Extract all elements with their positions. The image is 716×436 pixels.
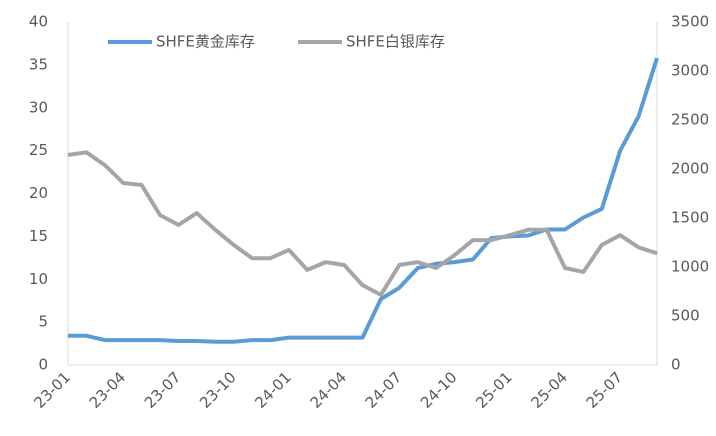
y-tick-label: 40 xyxy=(29,13,48,31)
x-tick-label: 24-04 xyxy=(307,368,351,412)
y-tick-label: 30 xyxy=(29,98,48,116)
y-tick-label: 0 xyxy=(38,356,48,374)
y-tick-label: 35 xyxy=(29,55,48,73)
y2-tick-label: 500 xyxy=(671,307,700,325)
series-line xyxy=(68,57,659,344)
y-tick-label: 25 xyxy=(29,141,48,159)
x-tick-label: 24-10 xyxy=(417,368,461,412)
y2-tick-label: 3500 xyxy=(671,13,709,31)
y2-tick-label: 1500 xyxy=(671,209,709,227)
x-tick-label: 25-01 xyxy=(472,368,516,412)
y2-tick-label: 1000 xyxy=(671,258,709,276)
y2-tick-label: 0 xyxy=(671,356,681,374)
y2-tick-label: 2500 xyxy=(671,111,709,129)
y-tick-label: 20 xyxy=(29,184,48,202)
x-tick-label: 24-07 xyxy=(362,368,406,412)
y2-tick-label: 3000 xyxy=(671,62,709,80)
legend-label: SHFE黄金库存 xyxy=(156,33,255,51)
x-tick-label: 25-04 xyxy=(527,368,571,412)
x-tick-label: 25-07 xyxy=(583,368,627,412)
x-tick-label: 24-01 xyxy=(251,368,295,412)
y-tick-label: 5 xyxy=(38,313,48,331)
y-tick-label: 10 xyxy=(29,270,48,288)
y-tick-label: 15 xyxy=(29,227,48,245)
legend-label: SHFE白银库存 xyxy=(346,33,445,51)
x-tick-label: 23-01 xyxy=(30,368,74,412)
x-tick-label: 23-07 xyxy=(141,368,185,412)
x-tick-label: 23-10 xyxy=(196,368,240,412)
series-line xyxy=(67,150,658,297)
x-tick-label: 23-04 xyxy=(86,368,130,412)
y2-tick-label: 2000 xyxy=(671,160,709,178)
